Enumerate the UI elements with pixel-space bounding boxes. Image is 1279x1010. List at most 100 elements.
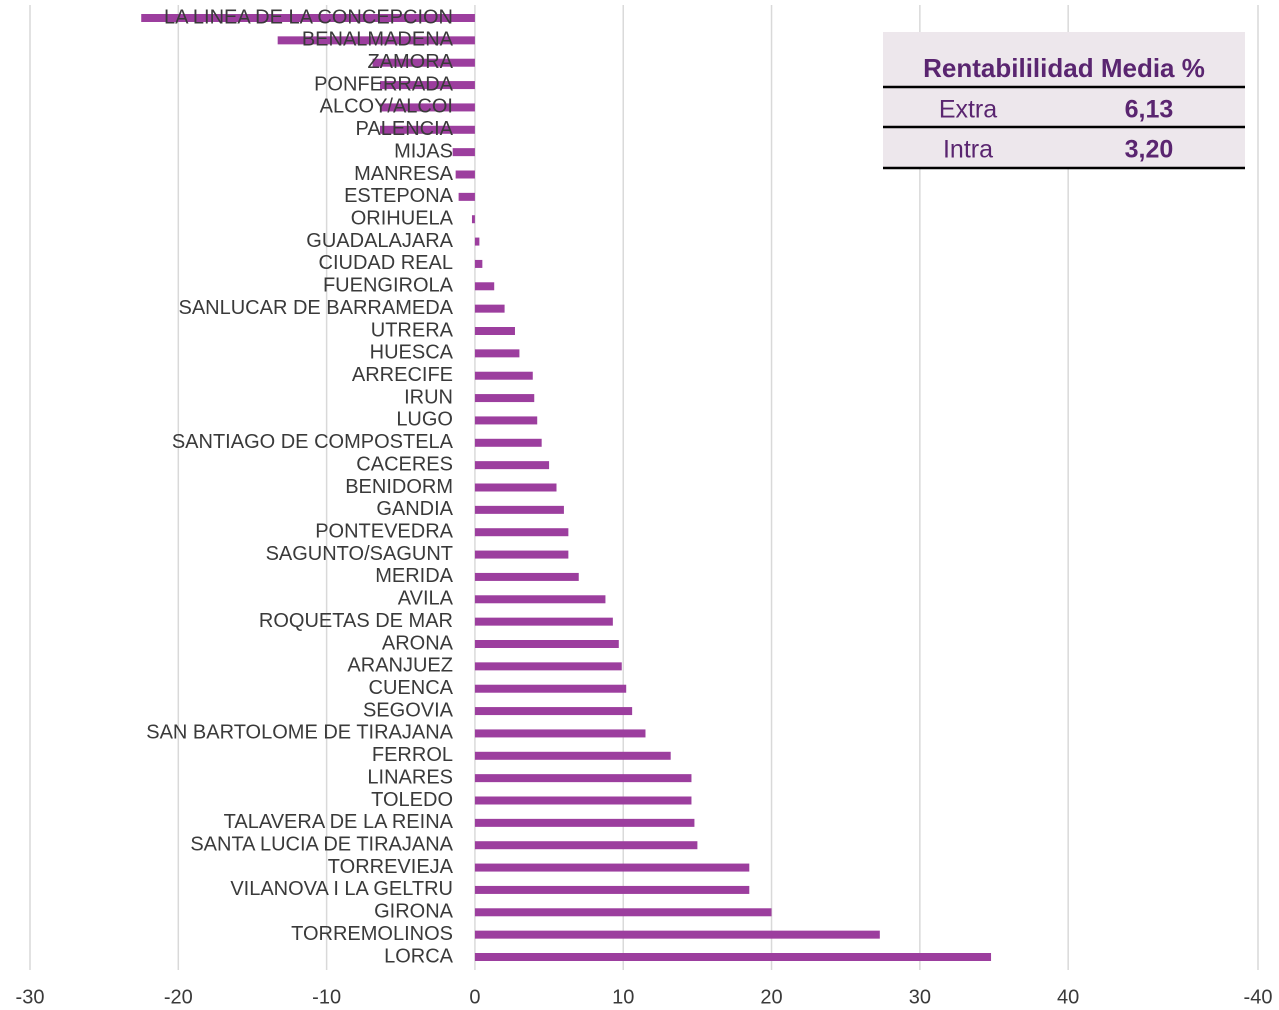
bar [474, 684, 627, 693]
y-tick-label: ALCOY/ALCOI [320, 96, 453, 118]
x-tick-label: -30 [16, 986, 45, 1008]
bar [474, 304, 505, 313]
bar [474, 818, 695, 827]
bar [474, 863, 750, 872]
table-cell: 6,13 [1125, 96, 1174, 124]
bar [474, 908, 772, 917]
x-tick-label: 30 [909, 986, 931, 1008]
y-tick-label: LINARES [367, 766, 453, 788]
table-cell: Intra [943, 136, 993, 164]
x-tick-label: -40 [1244, 986, 1273, 1008]
x-tick-label: 40 [1057, 986, 1079, 1008]
y-tick-label: SEGOVIA [363, 699, 454, 721]
bar [474, 394, 535, 403]
bar [474, 438, 542, 447]
y-tick-label: TALAVERA DE LA REINA [224, 811, 454, 833]
y-tick-label: TOLEDO [371, 789, 453, 811]
y-tick-label: BENALMADENA [302, 29, 454, 51]
y-tick-label: CACERES [356, 453, 453, 475]
bar [452, 148, 475, 157]
x-tick-label: 0 [469, 986, 480, 1008]
y-tick-label: MIJAS [394, 140, 453, 162]
y-tick-label: ARONA [382, 632, 454, 654]
y-tick-label: SANTA LUCIA DE TIRAJANA [190, 833, 453, 855]
table-title: Rentabililidad Media % [923, 53, 1205, 83]
bar [474, 237, 480, 246]
y-tick-label: GUADALAJARA [306, 230, 453, 252]
y-tick-label: VILANOVA I LA GELTRU [230, 878, 453, 900]
bar [380, 81, 475, 90]
table-cell: Extra [939, 96, 997, 124]
bar [380, 125, 475, 134]
y-tick-label: CIUDAD REAL [319, 252, 453, 274]
y-tick-label: IRUN [404, 386, 453, 408]
bar [474, 349, 520, 358]
y-tick-label: PALENCIA [356, 118, 454, 140]
bar [471, 215, 475, 224]
y-tick-label: BENIDORM [345, 476, 453, 498]
y-tick-label: AVILA [398, 588, 454, 610]
y-tick-label: GANDIA [376, 498, 453, 520]
y-tick-label: MANRESA [354, 163, 454, 185]
bar [474, 796, 692, 805]
bar [474, 662, 622, 671]
bar [474, 371, 533, 380]
y-tick-label: FUENGIROLA [323, 275, 454, 297]
bar [474, 841, 698, 850]
bar [372, 58, 475, 67]
bar [474, 774, 692, 783]
y-tick-label: CUENCA [369, 677, 454, 699]
y-tick-label: ROQUETAS DE MAR [259, 610, 453, 632]
y-tick-label: ORIHUELA [351, 207, 454, 229]
y-tick-label: GIRONA [374, 901, 454, 923]
bar [474, 259, 483, 268]
bar [380, 103, 475, 112]
y-tick-label: PONFERRADA [314, 73, 454, 95]
y-tick-label: HUESCA [370, 342, 454, 364]
x-tick-label: 20 [760, 986, 782, 1008]
bar [474, 483, 557, 492]
table-background [883, 32, 1245, 168]
bar [458, 192, 475, 201]
y-tick-label: TORREMOLINOS [291, 923, 453, 945]
y-tick-label: ARANJUEZ [347, 655, 453, 677]
y-tick-label: ZAMORA [367, 51, 453, 73]
bar [474, 416, 538, 425]
bar [474, 505, 564, 514]
bar [455, 170, 475, 179]
bar [474, 617, 613, 626]
bar [474, 327, 515, 335]
bar [474, 550, 569, 559]
bar [474, 729, 646, 738]
bar [474, 953, 992, 961]
y-tick-label: UTRERA [371, 319, 454, 341]
bar [141, 14, 475, 22]
bar [474, 572, 579, 581]
bar [474, 528, 569, 537]
y-tick-label: SANTIAGO DE COMPOSTELA [172, 431, 454, 453]
y-tick-label: ARRECIFE [352, 364, 453, 386]
bar [474, 885, 750, 894]
y-tick-label: SAN BARTOLOME DE TIRAJANA [146, 722, 453, 744]
y-tick-label: SANLUCAR DE BARRAMEDA [178, 297, 453, 319]
bar [277, 36, 475, 45]
bar [474, 707, 633, 716]
x-tick-label: 10 [612, 986, 634, 1008]
bar [474, 930, 880, 939]
table-box: Rentabililidad Media % Extra 6,13 Intra … [883, 32, 1245, 170]
bar [474, 461, 550, 470]
y-tick-label: MERIDA [375, 565, 453, 587]
table-cell: 3,20 [1125, 136, 1174, 164]
y-tick-label: LORCA [384, 945, 454, 967]
bar [474, 282, 495, 291]
bar [474, 751, 671, 760]
bar [474, 640, 619, 648]
y-tick-label: PONTEVEDRA [315, 520, 453, 542]
y-tick-label: LA LINEA DE LA CONCEPCION [164, 6, 453, 28]
y-tick-label: FERROL [372, 744, 453, 766]
y-tick-label: LUGO [396, 409, 453, 431]
x-tick-label: -20 [164, 986, 193, 1008]
y-tick-label: TORREVIEJA [328, 856, 454, 878]
y-tick-label: SAGUNTO/SAGUNT [266, 543, 453, 565]
